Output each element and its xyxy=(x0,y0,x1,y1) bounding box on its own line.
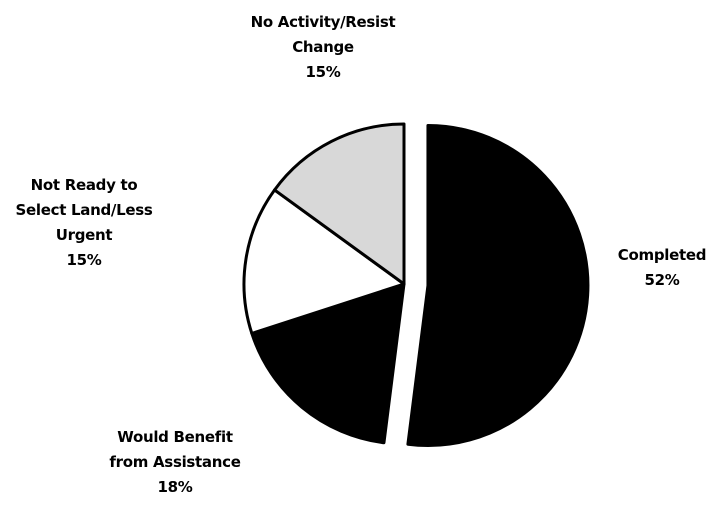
label-completed-line-1: Completed xyxy=(617,246,707,264)
label-not-ready-line-2: Select Land/Less xyxy=(15,201,153,219)
label-not-ready: Not Ready to Select Land/Less Urgent 15% xyxy=(0,173,168,273)
label-completed: Completed 52% xyxy=(598,243,726,293)
slice-not-ready xyxy=(242,188,406,335)
label-not-ready-line-1: Not Ready to xyxy=(30,176,138,194)
label-would-benefit-line-1: Would Benefit xyxy=(117,428,233,446)
slice-completed xyxy=(406,124,590,448)
label-no-activity-line-2: Change xyxy=(292,38,354,56)
slice-no-activity xyxy=(273,122,406,286)
label-no-activity-percent: 15% xyxy=(305,63,341,81)
label-not-ready-percent: 15% xyxy=(66,251,102,269)
label-completed-percent: 52% xyxy=(644,271,680,289)
label-would-benefit-percent: 18% xyxy=(157,478,193,496)
label-would-benefit: Would Benefit from Assistance 18% xyxy=(90,425,260,500)
label-not-ready-line-3: Urgent xyxy=(55,226,113,244)
label-would-benefit-line-2: from Assistance xyxy=(109,453,241,471)
label-no-activity-line-1: No Activity/Resist xyxy=(250,13,396,31)
slice-would-benefit xyxy=(250,282,406,445)
label-no-activity: No Activity/Resist Change 15% xyxy=(218,10,428,85)
